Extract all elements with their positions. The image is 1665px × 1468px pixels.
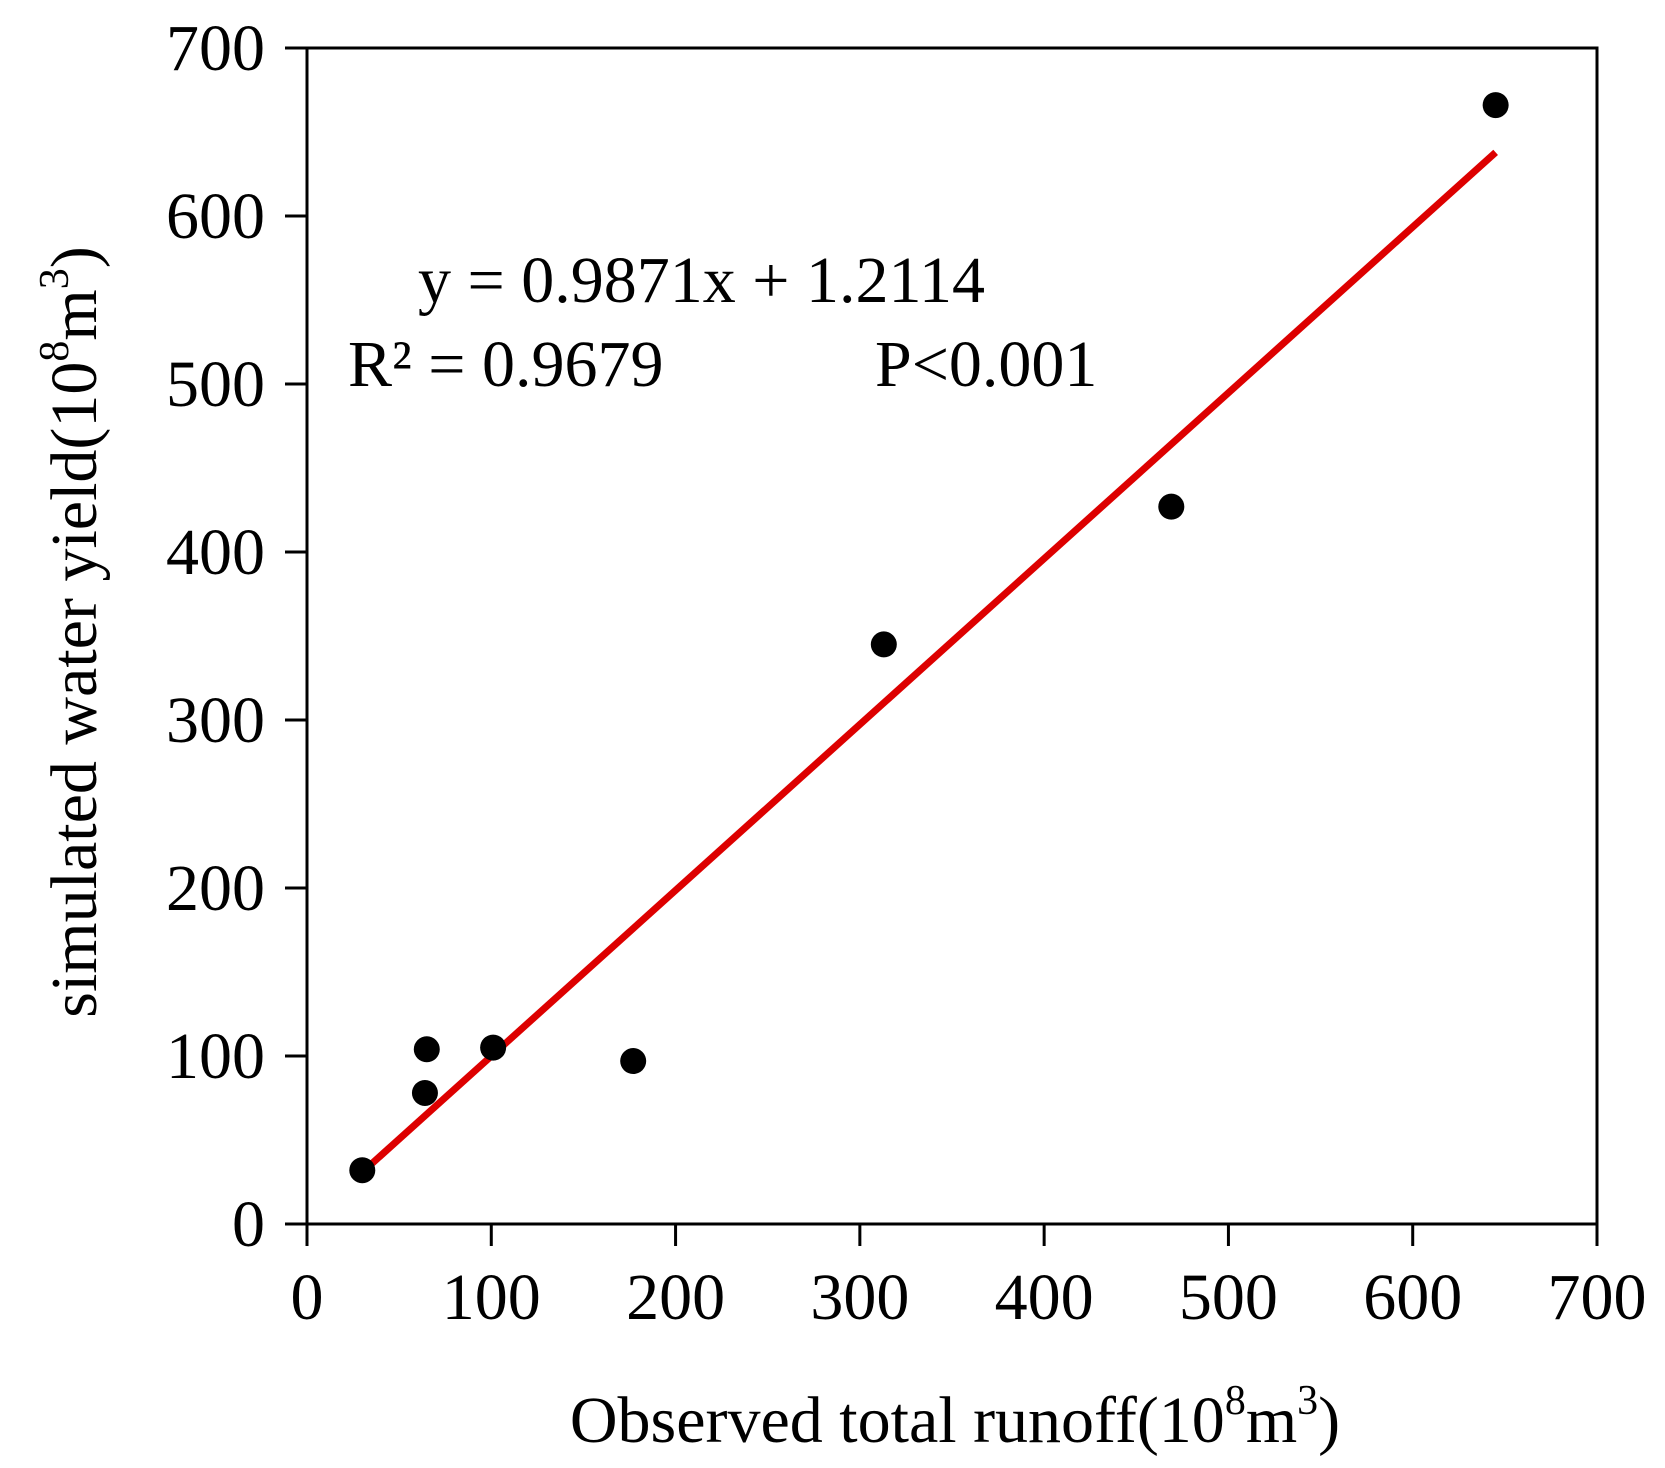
y-tick-label: 600	[166, 180, 265, 253]
x-tick-label: 600	[1363, 1261, 1462, 1334]
data-point	[411, 1079, 438, 1106]
y-tick-label: 300	[166, 684, 265, 757]
r-squared-label: R² = 0.9679	[348, 328, 664, 401]
p-value-label: P<0.001	[875, 328, 1097, 401]
data-point	[349, 1157, 376, 1184]
x-tick-label: 500	[1179, 1261, 1278, 1334]
data-point	[480, 1034, 507, 1061]
y-tick-label: 100	[166, 1020, 265, 1093]
x-tick-label: 200	[626, 1261, 725, 1334]
axis-ticks: 0 100 200 300 400 500 600 700 0 100 200 300 400 500 60…	[166, 12, 1647, 1334]
data-point	[413, 1036, 440, 1063]
plot-border	[305, 46, 1599, 1226]
x-tick-label: 700	[1548, 1261, 1647, 1334]
y-tick-label: 500	[166, 348, 265, 421]
x-tick-label: 100	[442, 1261, 541, 1334]
x-tick-label: 400	[995, 1261, 1094, 1334]
x-tick-label: 0	[291, 1261, 324, 1334]
x-axis-title: Observed total runoff(108m3)	[570, 1378, 1340, 1457]
data-point	[1158, 493, 1185, 520]
x-tick-label: 300	[810, 1261, 909, 1334]
data-point	[620, 1048, 647, 1075]
fit-line-layer	[359, 149, 1498, 1175]
y-axis-title: simulated water yield(108m3)	[32, 246, 111, 1017]
y-tick-label: 0	[232, 1188, 265, 1261]
data-points	[349, 92, 1509, 1184]
regression-line	[359, 149, 1498, 1175]
plot-area	[305, 46, 1599, 1226]
data-point	[1482, 92, 1509, 119]
y-tick-label: 700	[166, 12, 265, 85]
data-point	[870, 631, 897, 658]
y-tick-label: 200	[166, 852, 265, 925]
y-tick-label: 400	[166, 516, 265, 589]
regression-equation: y = 0.9871x + 1.2114	[418, 244, 985, 317]
